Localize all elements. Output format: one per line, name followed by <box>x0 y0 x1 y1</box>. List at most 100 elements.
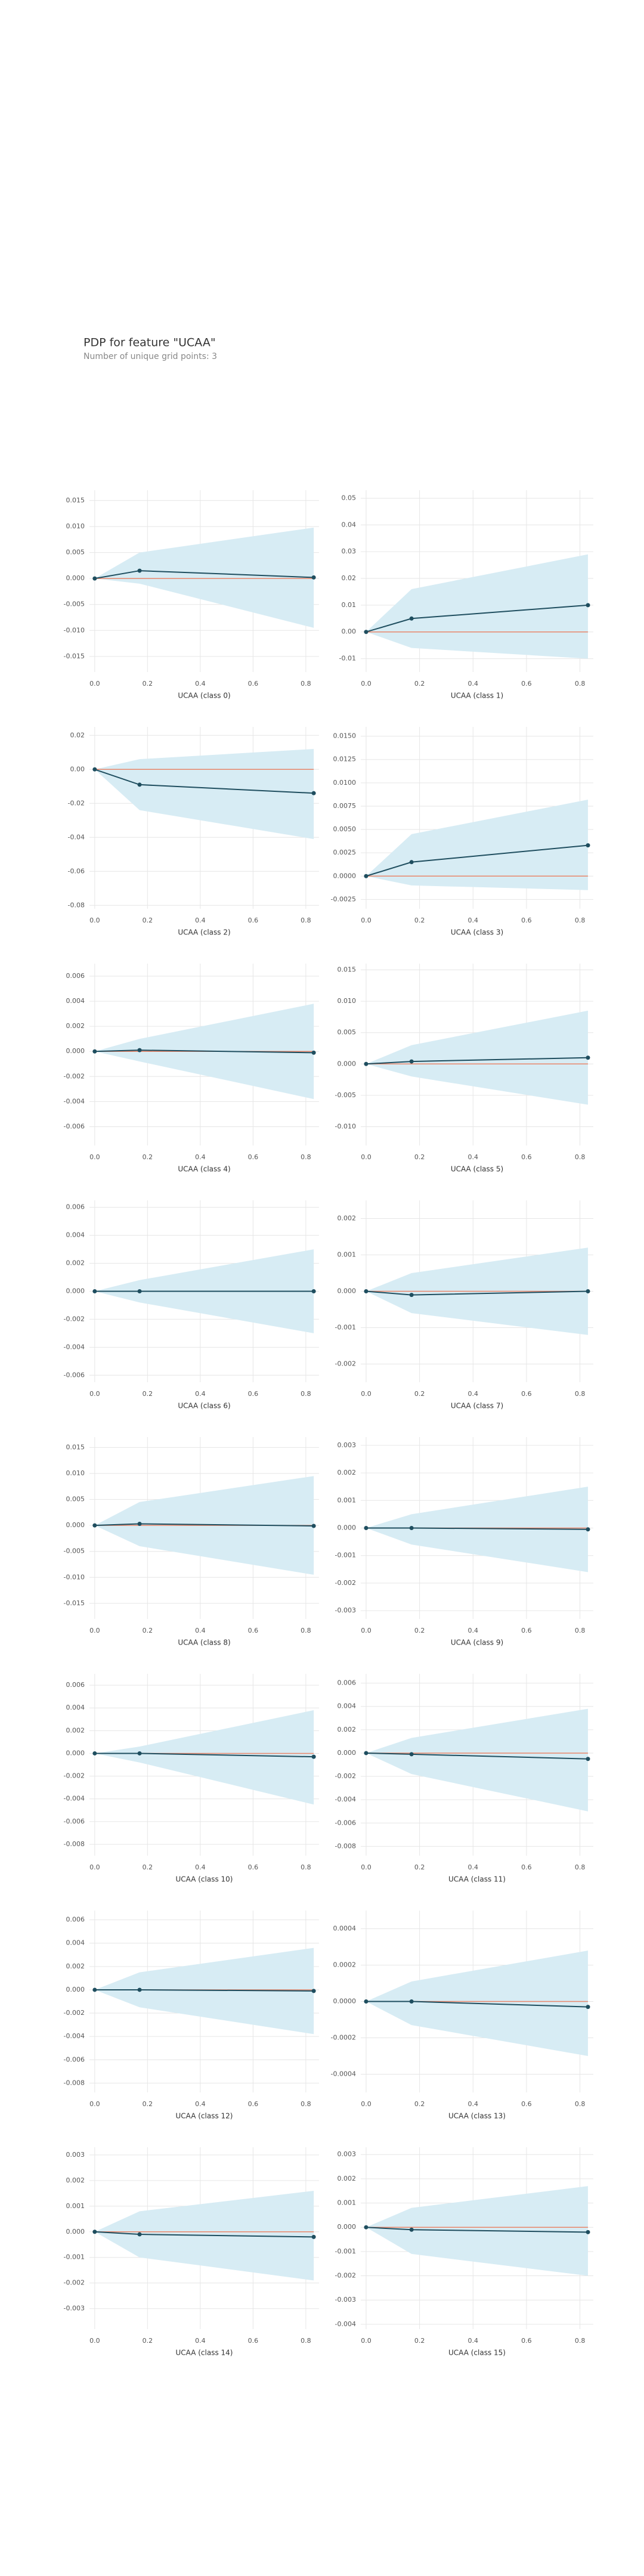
y-tick-label: -0.006 <box>64 1818 85 1825</box>
y-tick-label: 0.002 <box>66 2176 85 2184</box>
pdp-point <box>92 2230 97 2234</box>
x-tick-label: 0.4 <box>468 1627 479 1634</box>
y-tick-label: -0.010 <box>335 1122 356 1130</box>
x-axis-label: UCAA (class 12) <box>176 2112 233 2120</box>
y-tick-label: -0.001 <box>335 2247 356 2255</box>
y-tick-label: 0.0025 <box>333 849 357 856</box>
x-tick-label: 0.6 <box>248 2337 259 2345</box>
y-tick-label: 0.0050 <box>333 825 357 833</box>
y-tick-label: -0.010 <box>64 1573 85 1581</box>
x-tick-label: 0.0 <box>361 2100 371 2108</box>
x-axis-label: UCAA (class 5) <box>451 1165 503 1174</box>
pdp-point <box>409 1526 414 1530</box>
pdp-point <box>311 1524 316 1528</box>
y-tick-label: -0.002 <box>335 1772 356 1780</box>
y-tick-label: -0.002 <box>335 1579 356 1587</box>
x-tick-label: 0.8 <box>301 1390 311 1398</box>
y-tick-label: 0.010 <box>66 1469 85 1477</box>
x-axis-label: UCAA (class 14) <box>176 2349 233 2357</box>
pdp-point <box>586 2230 590 2234</box>
y-tick-label: -0.004 <box>335 1795 356 1803</box>
pdp-point <box>364 1289 369 1293</box>
y-tick-label: 0.001 <box>338 1496 357 1504</box>
x-tick-label: 0.4 <box>468 680 479 688</box>
pdp-point <box>137 1751 142 1755</box>
y-tick-label: -0.006 <box>335 1819 356 1826</box>
pdp-point <box>364 1999 369 2004</box>
x-tick-label: 0.6 <box>521 680 532 688</box>
x-axis-label: UCAA (class 13) <box>448 2112 506 2120</box>
pdp-point <box>137 568 142 573</box>
x-tick-label: 0.6 <box>248 1627 259 1634</box>
pdp-point <box>311 1050 316 1055</box>
confidence-band <box>366 1708 589 1812</box>
y-tick-label: 0.000 <box>66 1047 85 1055</box>
y-tick-label: 0.001 <box>338 1251 357 1259</box>
y-tick-label: 0.002 <box>338 2175 357 2182</box>
pdp-point <box>311 575 316 580</box>
y-tick-label: 0.000 <box>66 1287 85 1295</box>
pdp-point <box>92 576 97 581</box>
pdp-point <box>311 791 316 795</box>
page-title: PDP for feature "UCAA" <box>83 336 216 349</box>
x-tick-label: 0.6 <box>521 1153 532 1161</box>
x-tick-label: 0.2 <box>143 1863 153 1871</box>
y-tick-label: 0.0000 <box>333 1998 357 2005</box>
x-axis-label: UCAA (class 2) <box>178 928 230 937</box>
y-tick-label: -0.001 <box>64 2253 85 2261</box>
y-tick-label: 0.003 <box>66 2151 85 2159</box>
x-axis-label: UCAA (class 6) <box>178 1402 230 1410</box>
y-tick-label: 0.0100 <box>333 779 357 787</box>
y-tick-label: 0.000 <box>338 1287 357 1295</box>
x-tick-label: 0.6 <box>248 1863 259 1871</box>
pdp-point <box>137 1048 142 1052</box>
x-tick-label: 0.6 <box>521 917 532 924</box>
x-tick-label: 0.4 <box>468 2337 479 2345</box>
x-tick-label: 0.6 <box>521 2100 532 2108</box>
y-tick-label: 0.04 <box>342 521 357 528</box>
y-tick-label: 0.015 <box>66 1443 85 1451</box>
x-tick-label: 0.2 <box>414 917 425 924</box>
y-tick-label: -0.004 <box>64 2032 85 2040</box>
pdp-point <box>364 2225 369 2230</box>
pdp-point <box>92 1523 97 1528</box>
pdp-point <box>409 1293 414 1298</box>
x-tick-label: 0.0 <box>361 1390 371 1398</box>
x-tick-label: 0.8 <box>301 1863 311 1871</box>
y-tick-label: 0.004 <box>66 1939 85 1947</box>
y-tick-label: -0.003 <box>335 1606 356 1614</box>
y-tick-label: 0.010 <box>338 997 357 1005</box>
x-tick-label: 0.4 <box>468 1863 479 1871</box>
x-axis-label: UCAA (class 10) <box>176 1875 233 1884</box>
x-tick-label: 0.2 <box>414 680 425 688</box>
pdp-point <box>92 1289 97 1293</box>
y-tick-label: 0.005 <box>338 1029 357 1036</box>
y-tick-label: -0.002 <box>64 2279 85 2287</box>
y-tick-label: 0.015 <box>338 966 357 974</box>
y-tick-label: 0.000 <box>66 574 85 582</box>
pdp-point <box>137 1289 142 1293</box>
x-tick-label: 0.8 <box>575 680 586 688</box>
pdp-point <box>92 767 97 772</box>
x-tick-label: 0.2 <box>414 2100 425 2108</box>
y-tick-label: 0.000 <box>66 1749 85 1757</box>
pdp-point <box>364 874 369 878</box>
confidence-band <box>94 749 314 840</box>
x-tick-label: 0.4 <box>195 917 206 924</box>
y-tick-label: 0.006 <box>66 972 85 980</box>
pdp-point <box>137 2232 142 2237</box>
x-tick-label: 0.2 <box>143 1153 153 1161</box>
y-tick-label: 0.000 <box>66 1521 85 1529</box>
y-tick-label: -0.005 <box>335 1091 356 1099</box>
y-tick-label: 0.004 <box>66 997 85 1005</box>
x-tick-label: 0.0 <box>89 917 100 924</box>
x-axis-label: UCAA (class 1) <box>451 692 503 700</box>
x-tick-label: 0.4 <box>195 2100 206 2108</box>
y-tick-label: -0.001 <box>335 1324 356 1332</box>
pdp-point <box>409 1999 414 2004</box>
y-tick-label: -0.0004 <box>331 2070 356 2078</box>
x-tick-label: 0.8 <box>301 2100 311 2108</box>
y-tick-label: 0.03 <box>342 547 357 555</box>
y-tick-label: -0.006 <box>64 1122 85 1130</box>
x-tick-label: 0.2 <box>414 1153 425 1161</box>
